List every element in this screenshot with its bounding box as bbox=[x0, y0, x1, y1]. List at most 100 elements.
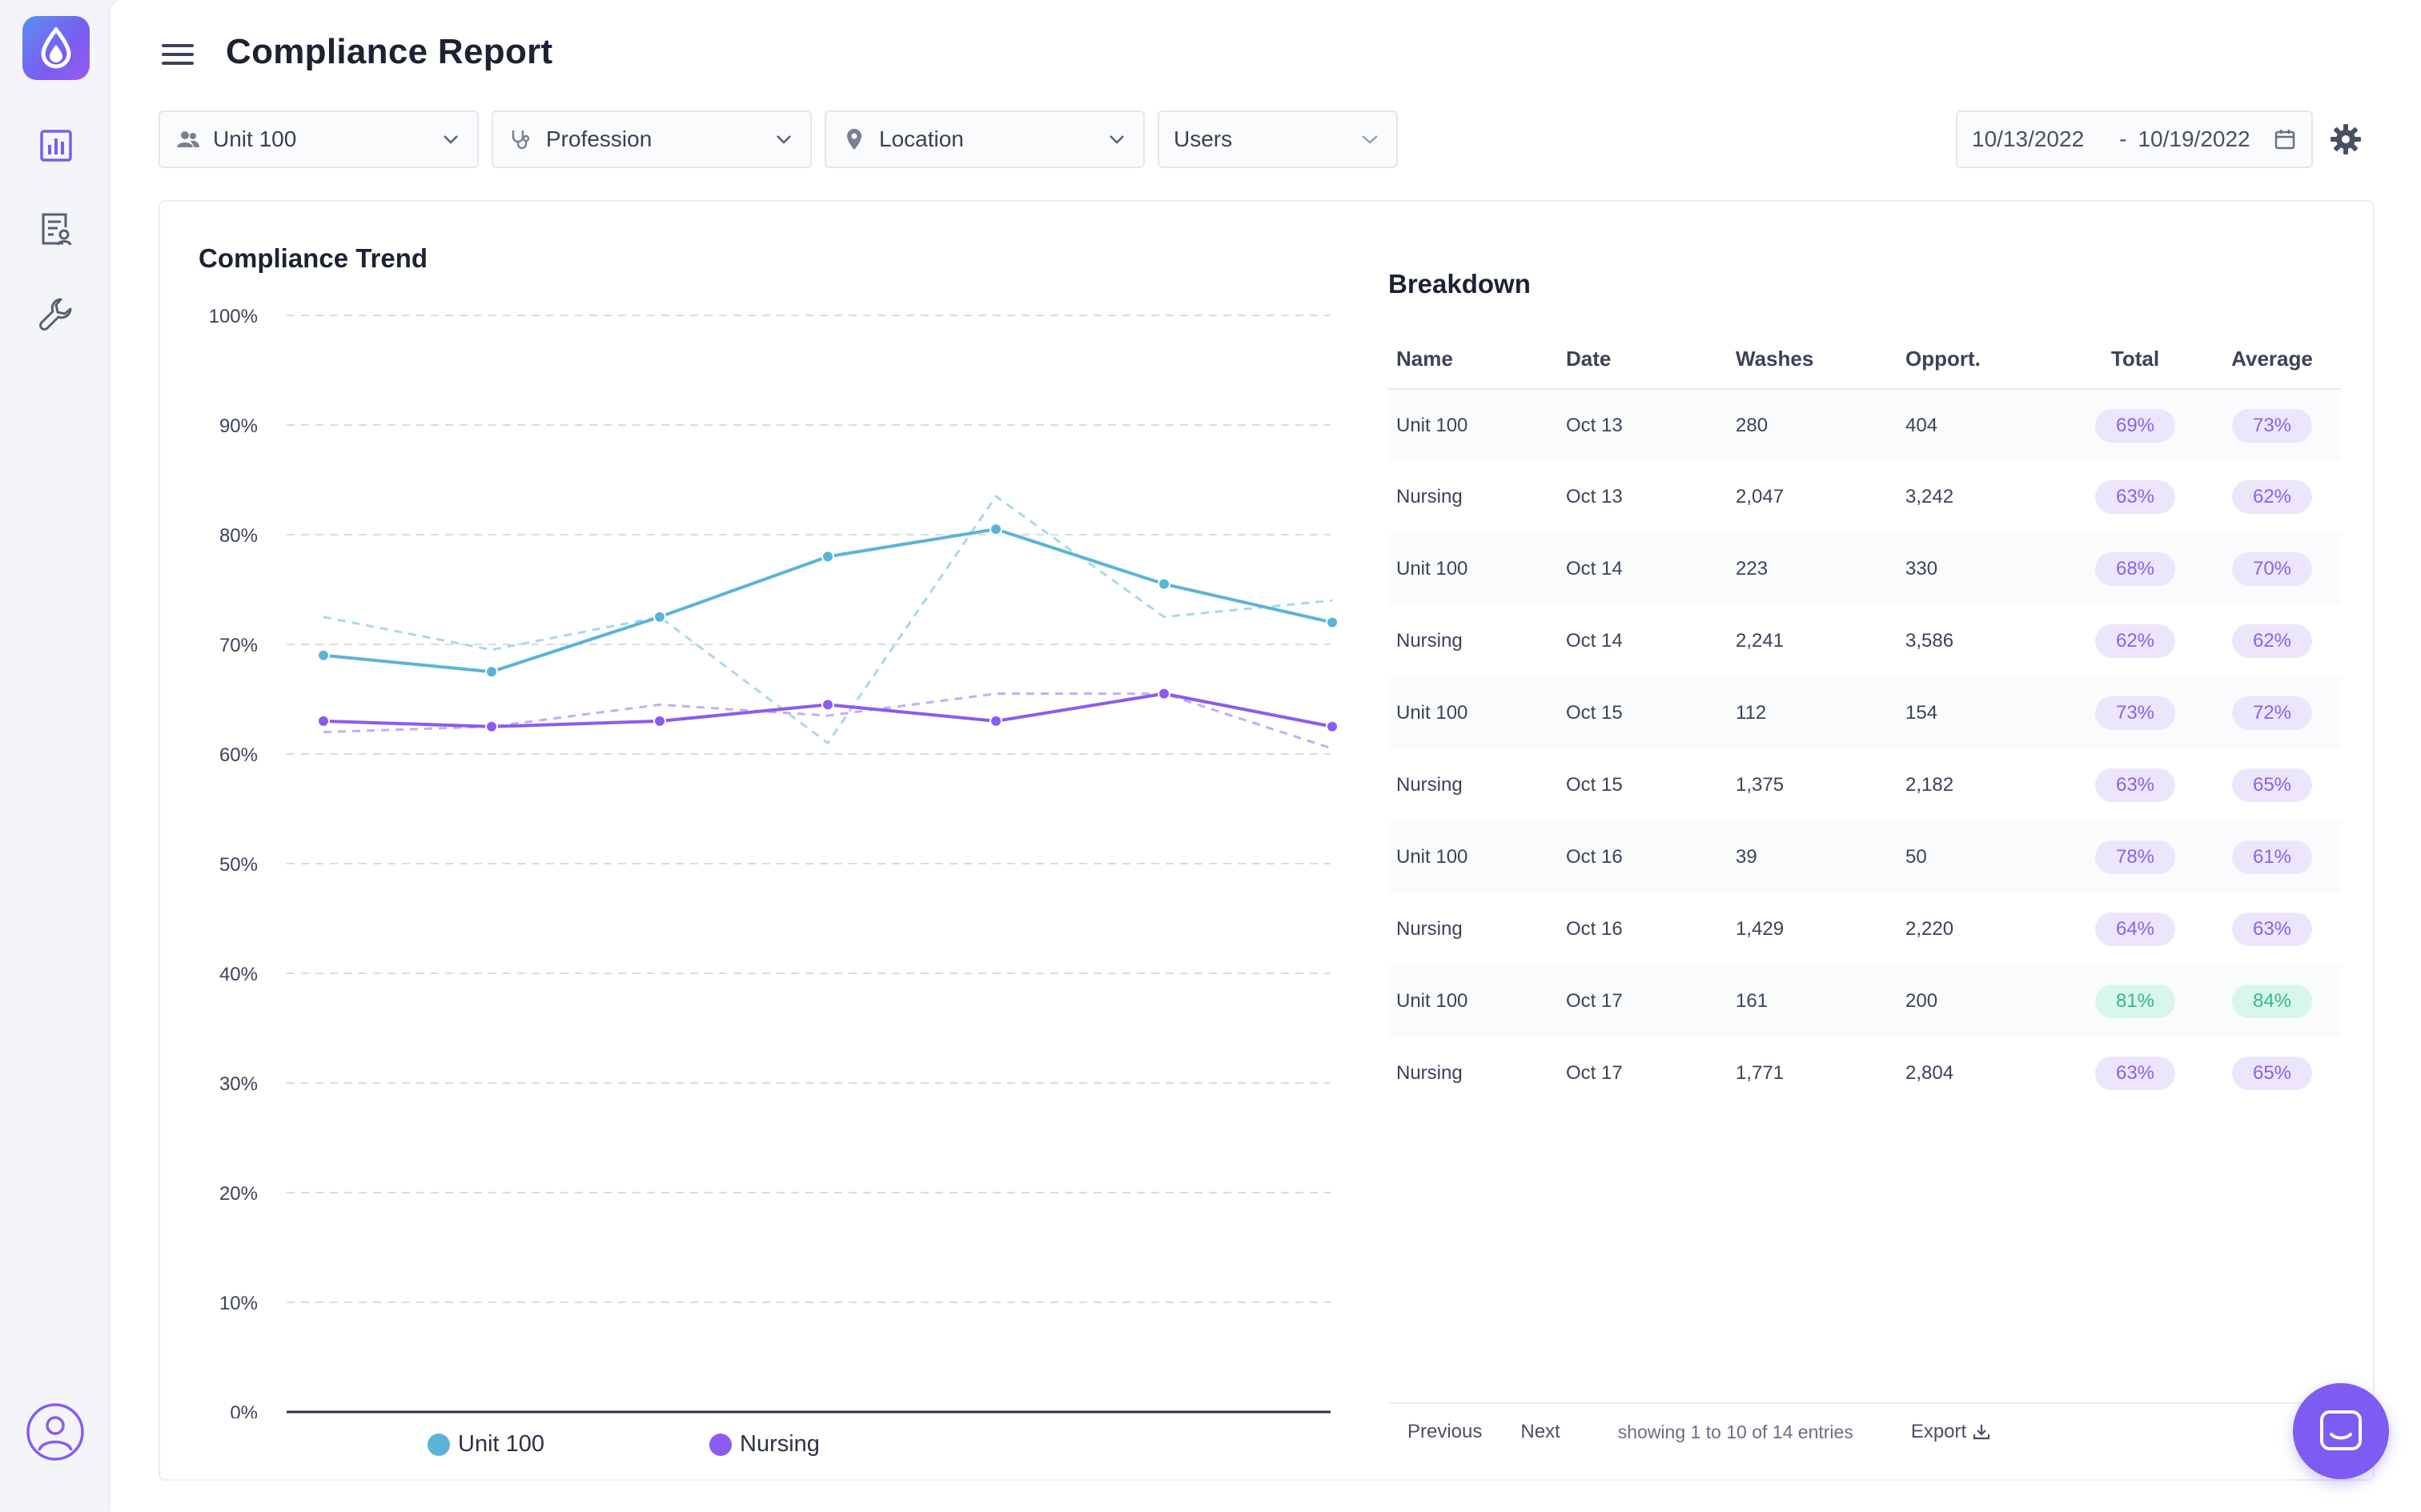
cell-average: 62% bbox=[2203, 461, 2341, 533]
entries-info: showing 1 to 10 of 14 entries bbox=[1617, 1421, 1853, 1442]
table-row[interactable]: Nursing Oct 16 1,429 2,220 64% 63% bbox=[1388, 893, 2341, 965]
cell-date: Oct 16 bbox=[1558, 821, 1728, 893]
legend-label: Unit 100 bbox=[458, 1431, 545, 1457]
chat-icon bbox=[2320, 1410, 2362, 1450]
table-row[interactable]: Nursing Oct 14 2,241 3,586 62% 62% bbox=[1388, 605, 2341, 677]
average-percent-badge: 70% bbox=[2232, 552, 2312, 586]
data-point bbox=[653, 714, 666, 728]
end-date[interactable]: 10/19/2022 bbox=[2138, 126, 2250, 151]
nav-item-reports[interactable] bbox=[35, 208, 77, 250]
average-percent-badge: 63% bbox=[2232, 912, 2312, 946]
table-row[interactable]: Nursing Oct 17 1,771 2,804 63% 65% bbox=[1388, 1037, 2341, 1109]
table-row[interactable]: Nursing Oct 13 2,047 3,242 63% 62% bbox=[1388, 461, 2341, 533]
date-separator: - bbox=[2119, 126, 2127, 151]
export-button[interactable]: Export bbox=[1911, 1421, 1990, 1443]
table-row[interactable]: Unit 100 Oct 17 161 200 81% 84% bbox=[1388, 965, 2341, 1037]
cell-date: Oct 15 bbox=[1558, 677, 1728, 749]
data-point bbox=[821, 698, 834, 712]
drop-icon bbox=[41, 27, 71, 69]
cell-average: 73% bbox=[2203, 389, 2341, 461]
cell-opport: 200 bbox=[1897, 965, 2067, 1037]
cell-washes: 2,241 bbox=[1736, 630, 1785, 652]
profession-filter-label: Profession bbox=[546, 126, 652, 151]
users-filter-label: Users bbox=[1174, 126, 1233, 151]
calendar-icon[interactable] bbox=[2273, 127, 2297, 151]
app-logo[interactable] bbox=[22, 16, 90, 80]
settings-button[interactable] bbox=[2327, 120, 2365, 158]
menu-toggle-button[interactable] bbox=[160, 38, 195, 70]
average-percent-badge: 62% bbox=[2232, 624, 2312, 658]
average-percent-badge: 65% bbox=[2232, 1057, 2312, 1090]
legend-item-unit-100[interactable]: Unit 100 bbox=[428, 1431, 544, 1458]
cell-average: 84% bbox=[2203, 965, 2341, 1037]
cell-total: 81% bbox=[2067, 965, 2203, 1037]
cell-total: 63% bbox=[2067, 1037, 2203, 1109]
total-percent-badge: 64% bbox=[2095, 912, 2175, 946]
stethoscope-icon bbox=[508, 126, 535, 153]
legend-item-nursing[interactable]: Nursing bbox=[709, 1431, 820, 1458]
data-point bbox=[1326, 720, 1339, 733]
user-profile-button[interactable] bbox=[26, 1402, 85, 1462]
unit-filter-select[interactable]: Unit 100 bbox=[159, 110, 479, 168]
users-icon bbox=[175, 126, 202, 153]
cell-washes: 223 bbox=[1728, 533, 1897, 605]
cell-opport: 2,182 bbox=[1905, 774, 1954, 796]
column-header-washes[interactable]: Washes bbox=[1728, 330, 1897, 390]
next-page-button[interactable]: Next bbox=[1520, 1421, 1560, 1442]
data-point bbox=[990, 523, 1002, 536]
report-icon bbox=[42, 213, 72, 246]
column-header-average[interactable]: Average bbox=[2203, 330, 2341, 390]
cell-opport: 2,220 bbox=[1905, 918, 1954, 940]
total-percent-badge: 78% bbox=[2095, 840, 2175, 874]
cell-total: 64% bbox=[2067, 893, 2203, 965]
start-date[interactable]: 10/13/2022 bbox=[1972, 126, 2085, 151]
table-row[interactable]: Unit 100 Oct 13 280 404 69% 73% bbox=[1388, 389, 2341, 461]
column-header-date[interactable]: Date bbox=[1558, 330, 1728, 390]
cell-name: Unit 100 bbox=[1388, 821, 1558, 893]
chevron-down-icon bbox=[1359, 129, 1380, 150]
y-tick-label: 20% bbox=[219, 1183, 258, 1205]
y-tick-label: 60% bbox=[219, 744, 258, 766]
data-point bbox=[1158, 687, 1170, 700]
location-filter-select[interactable]: Location bbox=[825, 110, 1145, 168]
table-row[interactable]: Unit 100 Oct 16 39 50 78% 61% bbox=[1388, 821, 2341, 893]
hamburger-icon bbox=[162, 44, 194, 65]
total-percent-badge: 81% bbox=[2095, 985, 2175, 1018]
column-header-total[interactable]: Total bbox=[2067, 330, 2203, 390]
sidebar bbox=[0, 0, 110, 1512]
average-percent-badge: 73% bbox=[2232, 408, 2312, 443]
y-tick-label: 40% bbox=[219, 964, 258, 985]
cell-total: 63% bbox=[2067, 461, 2203, 533]
report-card: Compliance Trend 0% 10% 20% 30% 40% 50% 60% 70%… bbox=[159, 200, 2375, 1481]
data-point bbox=[317, 714, 330, 728]
previous-page-button[interactable]: Previous bbox=[1407, 1421, 1483, 1442]
cell-total: 69% bbox=[2067, 389, 2203, 461]
date-range-picker[interactable]: 10/13/2022 - 10/19/2022 bbox=[1956, 110, 2313, 168]
total-percent-badge: 63% bbox=[2095, 480, 2175, 514]
user-avatar-icon bbox=[26, 1403, 84, 1461]
cell-washes: 1,375 bbox=[1736, 774, 1785, 796]
cell-washes: 39 bbox=[1728, 821, 1897, 893]
users-filter-select[interactable]: Users bbox=[1158, 110, 1398, 168]
table-row[interactable]: Nursing Oct 15 1,375 2,182 63% 65% bbox=[1388, 749, 2341, 821]
table-row[interactable]: Unit 100 Oct 14 223 330 68% 70% bbox=[1388, 533, 2341, 605]
cell-opport: 330 bbox=[1897, 533, 2067, 605]
nav-item-dashboard[interactable] bbox=[35, 125, 77, 166]
data-point bbox=[317, 648, 330, 662]
cell-name: Unit 100 bbox=[1388, 533, 1558, 605]
nav-item-tools[interactable] bbox=[35, 293, 77, 335]
column-header-opport[interactable]: Opport. bbox=[1897, 330, 2067, 390]
cell-opport: 2,804 bbox=[1905, 1062, 1954, 1084]
y-tick-label: 80% bbox=[219, 525, 258, 547]
page-title: Compliance Report bbox=[226, 32, 553, 71]
profession-filter-select[interactable]: Profession bbox=[492, 110, 812, 168]
data-point bbox=[990, 714, 1002, 728]
average-percent-badge: 65% bbox=[2232, 768, 2312, 802]
average-percent-badge: 61% bbox=[2232, 840, 2312, 874]
table-row[interactable]: Unit 100 Oct 15 112 154 73% 72% bbox=[1388, 677, 2341, 749]
main-content: Compliance Report Unit 100 Profession bbox=[110, 0, 2421, 1512]
column-header-name[interactable]: Name bbox=[1388, 330, 1558, 390]
chat-launcher-button[interactable] bbox=[2293, 1383, 2389, 1479]
cell-opport: 3,586 bbox=[1905, 630, 1954, 652]
data-point bbox=[653, 610, 666, 624]
